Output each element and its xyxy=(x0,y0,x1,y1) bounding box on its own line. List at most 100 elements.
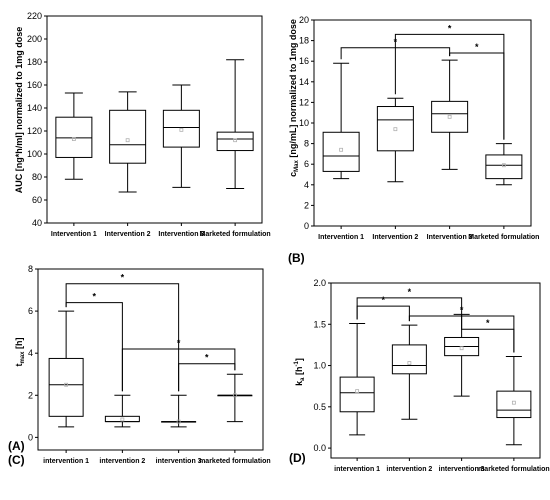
mean-marker xyxy=(64,382,69,387)
mean-marker xyxy=(459,346,464,351)
y-tick-label: 60 xyxy=(32,195,42,205)
box-3 xyxy=(431,59,469,170)
y-tick-label: 2 xyxy=(304,200,309,210)
bracket-line xyxy=(449,52,505,140)
x-tick-label: Intervention 1 xyxy=(318,234,364,241)
mean-marker xyxy=(355,389,360,394)
y-tick-label: 80 xyxy=(32,172,42,182)
y-tick-label: 18 xyxy=(299,36,309,46)
y-tick-label: 100 xyxy=(27,149,42,159)
y-tick-label: 0.5 xyxy=(313,402,326,412)
significance-bracket: * xyxy=(65,292,123,392)
y-tick-label: 8 xyxy=(304,139,309,149)
significance-bracket: * xyxy=(178,353,236,392)
y-tick-label: 1.5 xyxy=(313,319,326,329)
y-tick-label: 2.0 xyxy=(313,278,326,288)
x-tick-label: Intervention 2 xyxy=(372,234,418,241)
mean-marker xyxy=(71,137,76,141)
box-2 xyxy=(104,394,140,428)
panel-c-y-axis-label: tmax [h] xyxy=(14,337,26,366)
panel-d-y-axis-label: ka [h-1] xyxy=(294,358,306,386)
significance-bracket: * xyxy=(356,295,410,322)
x-tick-label: Marketed formulation xyxy=(200,231,271,238)
y-tick-label: 160 xyxy=(27,80,42,90)
y-tick-label: 4 xyxy=(304,180,309,190)
y-tick-label: 20 xyxy=(299,15,309,25)
significance-star: * xyxy=(381,295,385,305)
mean-marker xyxy=(407,361,412,365)
box-3 xyxy=(162,84,200,188)
significance-bracket: * xyxy=(65,273,180,392)
y-tick-label: 2 xyxy=(28,390,33,400)
box-3 xyxy=(444,313,480,397)
box-1 xyxy=(48,310,84,428)
bracket-line xyxy=(65,283,180,392)
y-tick-label: 120 xyxy=(27,126,42,136)
y-tick-label: 8 xyxy=(28,264,33,274)
box-body xyxy=(391,344,427,375)
box-1 xyxy=(339,322,375,436)
box-body xyxy=(109,109,147,164)
plot-frame xyxy=(313,19,532,227)
mean-marker xyxy=(233,138,238,143)
y-tick-label: 1.0 xyxy=(313,361,326,371)
x-tick-label: marketed formulation xyxy=(199,458,271,465)
mean-marker xyxy=(501,163,506,168)
panel-c-label: (C) xyxy=(8,453,25,467)
box-body xyxy=(339,376,375,413)
box-4 xyxy=(216,59,254,189)
box-4 xyxy=(217,373,253,423)
x-tick-label: marketed formulation xyxy=(478,466,550,473)
y-tick-label: 40 xyxy=(32,218,42,228)
panel-b-label: (B) xyxy=(288,251,305,265)
significance-star: * xyxy=(448,23,452,33)
box-2 xyxy=(109,91,147,193)
significance-bracket: * xyxy=(121,338,236,392)
mean-marker xyxy=(393,127,398,132)
box-4 xyxy=(485,143,523,186)
significance-star: * xyxy=(205,353,209,363)
y-tick-label: 4 xyxy=(28,348,33,358)
x-tick-label: Intervention 2 xyxy=(105,231,151,238)
x-tick-label: Intervention 3 xyxy=(427,234,473,241)
y-tick-label: 12 xyxy=(299,97,309,107)
panel-c-plot: 0 2 4 6 8 intervention 1 intervention 2 interve… xyxy=(28,264,271,465)
panel-b-y-axis-label: cMax [ng/mL] normalized to 1mg dose xyxy=(288,19,300,177)
mean-marker xyxy=(511,400,516,405)
significance-star: * xyxy=(92,292,96,302)
significance-bracket: * xyxy=(449,42,505,140)
x-tick-label: intervention 1 xyxy=(334,466,380,473)
panel-a: AUC [ng*h/ml] normalized to 1mg dose (A)… xyxy=(8,11,271,453)
box-4 xyxy=(496,355,532,446)
significance-star: * xyxy=(475,42,479,52)
bracket-line xyxy=(121,348,236,392)
plot-frame xyxy=(37,268,264,451)
mean-marker xyxy=(179,127,184,132)
bracket-line xyxy=(178,363,236,392)
x-tick-label: intervention 1 xyxy=(43,458,89,465)
box-1 xyxy=(322,62,360,180)
y-tick-label: 0 xyxy=(28,432,33,442)
y-tick-label: 14 xyxy=(299,77,309,87)
panel-b: cMax [ng/mL] normalized to 1mg dose (B) … xyxy=(288,15,539,265)
box-body xyxy=(322,131,360,172)
bracket-line xyxy=(461,310,515,353)
box-2 xyxy=(376,97,414,183)
bracket-line xyxy=(356,305,410,322)
significance-bracket: * xyxy=(461,310,515,353)
x-tick-label: Intervention 1 xyxy=(51,231,97,238)
significance-star: * xyxy=(177,338,181,348)
y-tick-label: 200 xyxy=(27,34,42,44)
box-1 xyxy=(55,92,93,180)
mean-marker xyxy=(125,138,130,143)
y-tick-label: 6 xyxy=(304,159,309,169)
panel-b-plot: 0 2 4 6 8 10 12 14 16 18 20 Intervention 1 Intervent… xyxy=(299,15,539,241)
panel-c: tmax [h] 0 2 4 6 8 intervention 1 intervention… xyxy=(14,264,271,465)
x-tick-label: intervention 3 xyxy=(439,466,485,473)
y-tick-label: 0 xyxy=(304,221,309,231)
box-body xyxy=(431,100,469,133)
significance-star: * xyxy=(408,287,412,297)
y-tick-label: 6 xyxy=(28,306,33,316)
x-tick-label: intervention 2 xyxy=(99,458,145,465)
